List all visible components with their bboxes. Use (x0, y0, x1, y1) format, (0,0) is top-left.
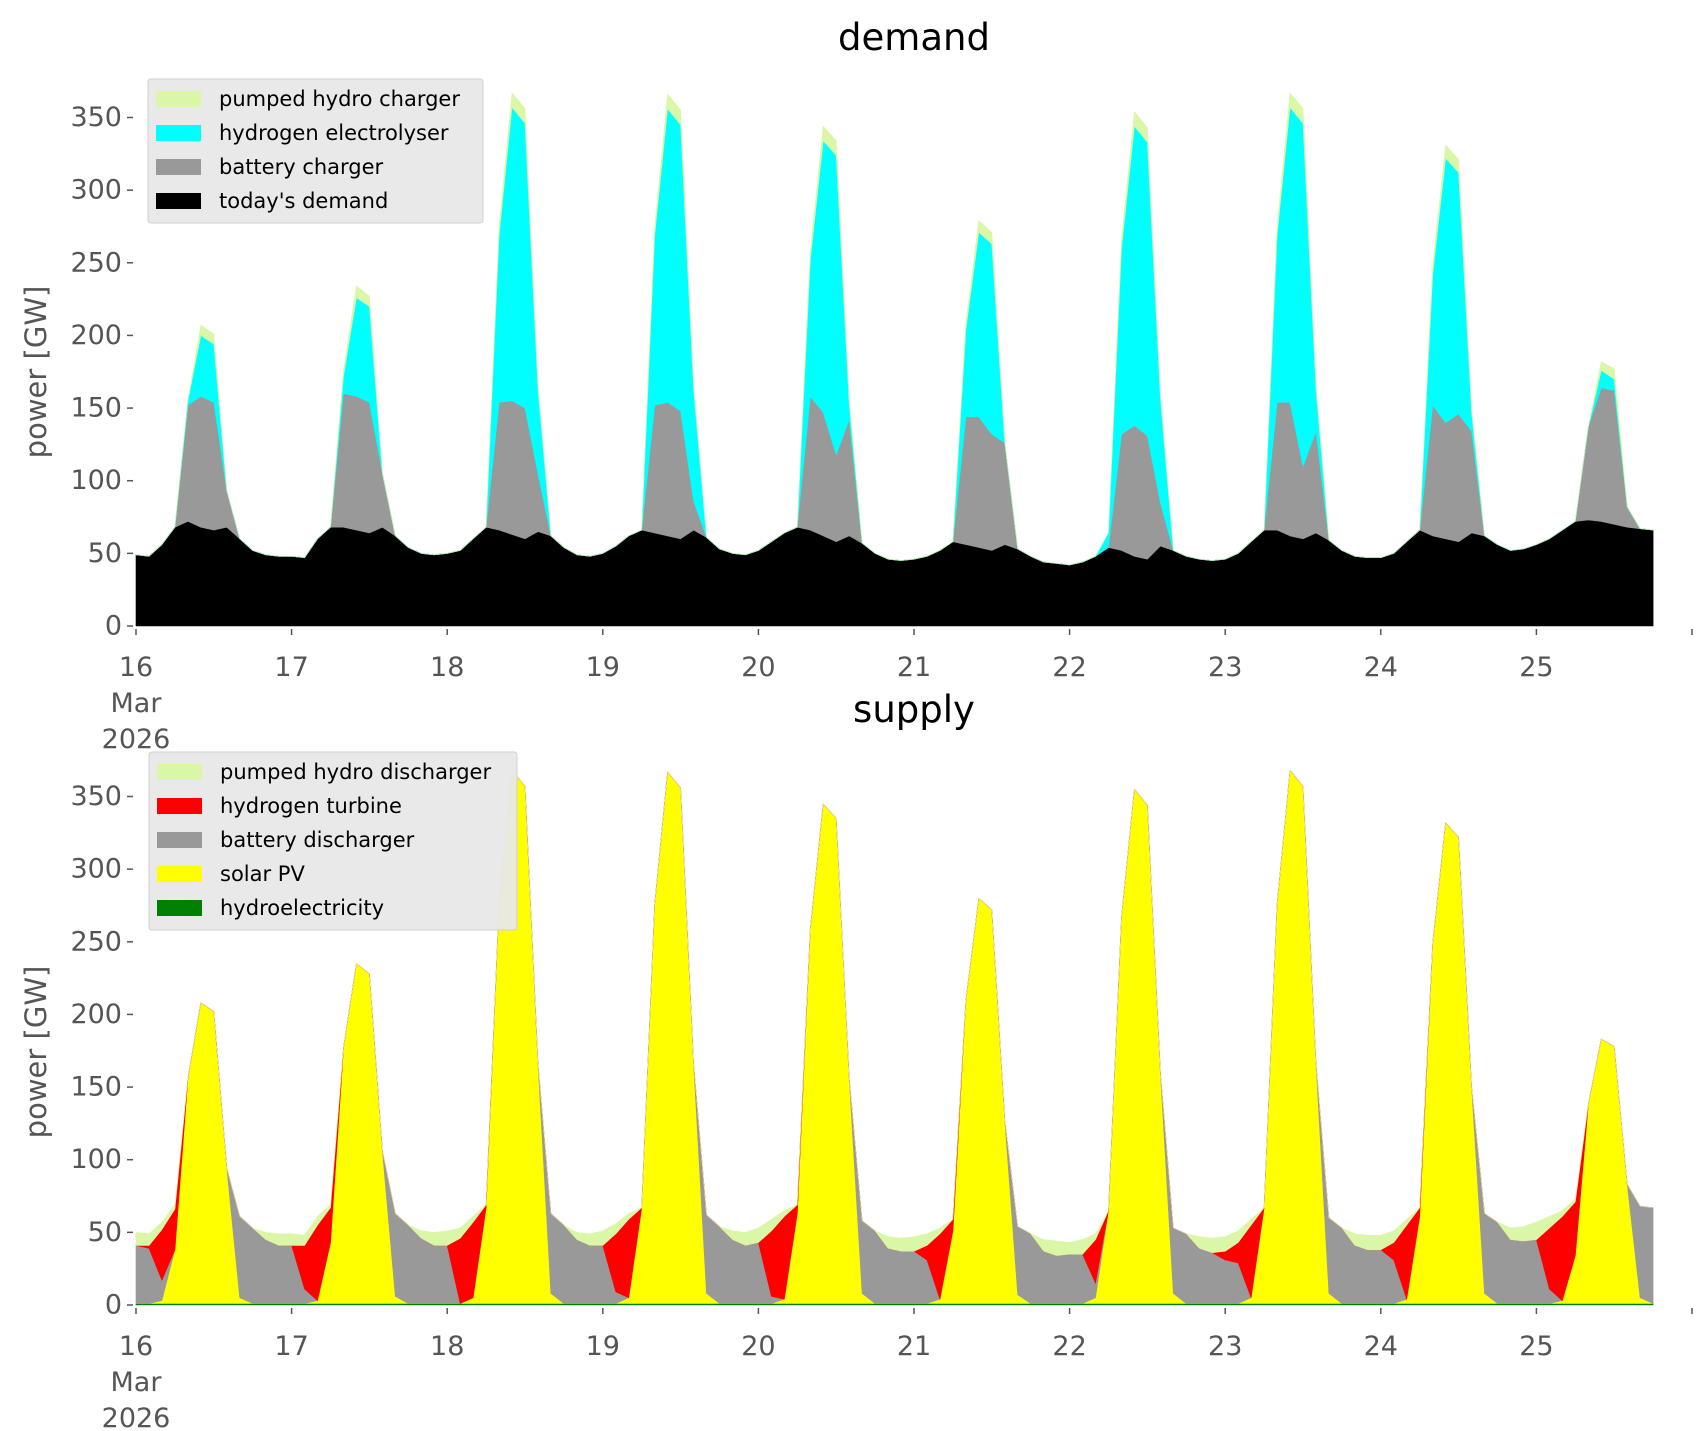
area-pumped-hydro-charger (135, 92, 1654, 566)
demand-y-axis-label: power [GW] (19, 286, 53, 459)
y-tick-label: 350 (70, 102, 122, 133)
demand-axes: 0 50 100 150 200 250 300 350 16 Mar 2026 17 18 19 20 21… (70, 102, 1693, 755)
x-tick-label: 23 (1208, 1331, 1242, 1362)
legend-swatch-pumped-hydro-charger (156, 91, 201, 107)
x-tick-label: 20 (741, 1331, 775, 1362)
y-tick-label: 200 (70, 320, 122, 351)
legend-swatch-hydrogen-turbine (157, 798, 202, 814)
legend-label-today-s-demand: today's demand (219, 189, 388, 213)
x-tick-label: 21 (897, 1331, 931, 1362)
x-tick-label: 16 (119, 1331, 153, 1362)
x-tick-label: 22 (1052, 1331, 1086, 1362)
x-tick-label: 19 (586, 1331, 620, 1362)
legend-label-solar-pv: solar PV (220, 862, 305, 886)
y-tick-label: 150 (70, 393, 122, 424)
x-tick-label: 18 (430, 652, 464, 683)
legend-label-pumped-hydro-discharger: pumped hydro discharger (220, 760, 491, 784)
y-tick-label: 100 (70, 1144, 122, 1175)
y-tick-label: 250 (70, 247, 122, 278)
legend-label-battery-discharger: battery discharger (220, 828, 415, 852)
supply-y-axis-label: power [GW] (19, 966, 53, 1139)
x-tick-label: 25 (1519, 652, 1553, 683)
y-tick-label: 150 (70, 1072, 122, 1103)
x-tick-label: 22 (1052, 652, 1086, 683)
legend-swatch-hydrogen-electrolyser (156, 125, 201, 141)
x-tick-label: 25 (1519, 1331, 1553, 1362)
demand-legend: pumped hydro charger hydrogen electrolyse… (147, 78, 484, 224)
legend-label-hydrogen-electrolyser: hydrogen electrolyser (219, 121, 449, 145)
y-tick-label: 50 (88, 1217, 122, 1248)
x-tick-label: 24 (1364, 652, 1398, 683)
legend-label-hydroelectricity: hydroelectricity (220, 896, 384, 920)
supply-title: supply (853, 688, 975, 731)
x-tick-sublabel: 2026 (102, 1403, 171, 1431)
legend-frame (148, 751, 518, 931)
legend-swatch-hydroelectricity (157, 900, 202, 916)
x-tick-label: 17 (274, 1331, 308, 1362)
supply-panel: supply 0 50 100 150 200 250 300 350 16 Mar 2026 17 1… (19, 688, 1693, 1431)
legend-swatch-battery-discharger (157, 832, 202, 848)
legend-swatch-today-s-demand (156, 193, 201, 209)
y-tick-label: 100 (70, 465, 122, 496)
y-tick-label: 0 (105, 1290, 122, 1321)
legend-label-hydrogen-turbine: hydrogen turbine (220, 794, 402, 818)
x-tick-sublabel: Mar (111, 1367, 163, 1398)
y-tick-label: 0 (105, 611, 122, 642)
x-tick-label: 20 (741, 652, 775, 683)
legend-swatch-solar-pv (157, 866, 202, 882)
y-tick-label: 350 (70, 781, 122, 812)
legend-swatch-pumped-hydro-discharger (157, 764, 202, 780)
area-pumped-hydro-discharger (135, 769, 1654, 1256)
x-tick-sublabel: Mar (111, 688, 163, 719)
y-tick-label: 50 (88, 538, 122, 569)
supply-legend: pumped hydro discharger hydrogen turbine b… (148, 751, 518, 931)
area-today-s-demand (135, 519, 1654, 627)
demand-panel: demand 0 50 100 150 200 250 300 350 16 Mar 2026 17 1… (19, 16, 1693, 755)
legend-label-battery-charger: battery charger (219, 155, 384, 179)
y-tick-label: 300 (70, 854, 122, 885)
y-tick-label: 300 (70, 175, 122, 206)
legend-swatch-battery-charger (156, 159, 201, 175)
supply-axes: 0 50 100 150 200 250 300 350 16 Mar 2026 17 18 19 20 21… (70, 781, 1693, 1431)
legend-label-pumped-hydro-charger: pumped hydro charger (219, 87, 460, 111)
x-tick-sublabel: 2026 (102, 724, 171, 755)
x-tick-label: 21 (897, 652, 931, 683)
x-tick-label: 16 (119, 652, 153, 683)
x-tick-label: 23 (1208, 652, 1242, 683)
legend-frame (147, 78, 484, 224)
x-tick-label: 24 (1364, 1331, 1398, 1362)
demand-title: demand (838, 16, 990, 59)
demand-plot-area (135, 92, 1654, 627)
x-tick-label: 18 (430, 1331, 464, 1362)
y-tick-label: 250 (70, 926, 122, 957)
x-tick-label: 19 (586, 652, 620, 683)
y-tick-label: 200 (70, 999, 122, 1030)
x-tick-label: 17 (274, 652, 308, 683)
